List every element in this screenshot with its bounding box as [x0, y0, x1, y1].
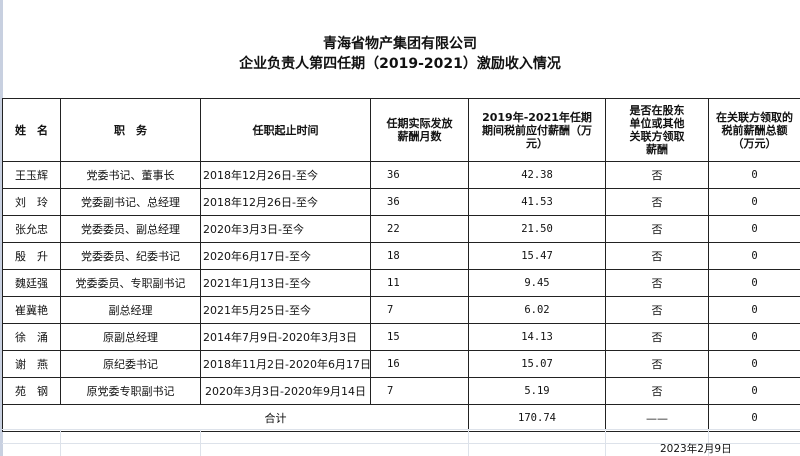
- cell-related: 否: [605, 377, 709, 405]
- gridline: [200, 429, 201, 456]
- cell-position: 党委委员、专职副书记: [60, 269, 201, 297]
- cell-related: 否: [605, 215, 709, 243]
- cell-name: 徐 涌: [2, 323, 61, 351]
- cell-related-amount: 0: [708, 161, 800, 189]
- cell-related-amount: 0: [708, 188, 800, 216]
- cell-pay: 42.38: [468, 161, 606, 189]
- footer-date: 2023年2月9日: [660, 443, 732, 455]
- table-row: 崔冀艳 副总经理 2021年5月25日-至今 7 6.02 否 0: [2, 296, 800, 324]
- cell-term: 2021年1月13日-至今: [200, 269, 371, 297]
- report-title: 企业负责人第四任期（2019-2021）激励收入情况: [239, 56, 561, 72]
- total-label: 合计: [2, 404, 469, 432]
- cell-position: 原纪委书记: [60, 350, 201, 378]
- cell-related: 否: [605, 269, 709, 297]
- cell-related-amount: 0: [708, 350, 800, 378]
- cell-months: 36: [370, 188, 469, 216]
- gridline: [60, 429, 61, 456]
- cell-name: 张允忠: [2, 215, 61, 243]
- table-row: 魏廷强 党委委员、专职副书记 2021年1月13日-至今 11 9.45 否 0: [2, 269, 800, 297]
- cell-term: 2014年7月9日-2020年3月3日: [200, 323, 371, 351]
- total-related: ——: [605, 404, 709, 432]
- cell-related-amount: 0: [708, 242, 800, 270]
- cell-position: 原副总经理: [60, 323, 201, 351]
- company-title: 青海省物产集团有限公司: [323, 36, 477, 52]
- cell-pay: 15.47: [468, 242, 606, 270]
- cell-name: 苑 钢: [2, 377, 61, 405]
- sheet-left-edge: [0, 0, 3, 456]
- cell-pay: 41.53: [468, 188, 606, 216]
- cell-term: 2018年11月2日-2020年6月17日: [200, 350, 371, 378]
- cell-name: 崔冀艳: [2, 296, 61, 324]
- cell-name: 谢 燕: [2, 350, 61, 378]
- cell-pay: 15.07: [468, 350, 606, 378]
- cell-term: 2020年3月3日-2020年9月14日: [200, 377, 371, 405]
- cell-related-amount: 0: [708, 377, 800, 405]
- cell-related: 否: [605, 161, 709, 189]
- total-pay: 170.74: [468, 404, 606, 432]
- header-months: 任期实际发放薪酬月数: [370, 98, 469, 162]
- total-related-amount: 0: [708, 404, 800, 432]
- cell-position: 党委副书记、总经理: [60, 188, 201, 216]
- cell-position: 原党委专职副书记: [60, 377, 201, 405]
- cell-position: 党委书记、董事长: [60, 161, 201, 189]
- cell-term: 2018年12月26日-至今: [200, 188, 371, 216]
- cell-months: 18: [370, 242, 469, 270]
- cell-months: 11: [370, 269, 469, 297]
- gridline: [708, 429, 709, 456]
- cell-months: 22: [370, 215, 469, 243]
- cell-name: 王玉辉: [2, 161, 61, 189]
- cell-months: 36: [370, 161, 469, 189]
- cell-position: 党委委员、纪委书记: [60, 242, 201, 270]
- header-row: 姓 名 职 务 任职起止时间 任期实际发放薪酬月数 2019年-2021年任期期…: [2, 98, 800, 162]
- cell-pay: 9.45: [468, 269, 606, 297]
- header-related: 是否在股东单位或其他关联方领取薪酬: [605, 98, 709, 162]
- cell-term: 2020年3月3日-至今: [200, 215, 371, 243]
- cell-position: 副总经理: [60, 296, 201, 324]
- cell-name: 刘 玲: [2, 188, 61, 216]
- cell-related: 否: [605, 323, 709, 351]
- cell-position: 党委委员、副总经理: [60, 215, 201, 243]
- cell-name: 殷 升: [2, 242, 61, 270]
- cell-related: 否: [605, 350, 709, 378]
- cell-related-amount: 0: [708, 215, 800, 243]
- header-term: 任职起止时间: [200, 98, 371, 162]
- gridline: [2, 443, 800, 444]
- cell-pay: 6.02: [468, 296, 606, 324]
- cell-related-amount: 0: [708, 296, 800, 324]
- total-row: 合计 170.74 —— 0: [2, 404, 800, 432]
- cell-months: 7: [370, 296, 469, 324]
- cell-term: 2018年12月26日-至今: [200, 161, 371, 189]
- income-table: 姓 名 职 务 任职起止时间 任期实际发放薪酬月数 2019年-2021年任期期…: [2, 98, 800, 432]
- cell-months: 7: [370, 377, 469, 405]
- table-row: 徐 涌原副总经理 2014年7月9日-2020年3月3日 15 14.13 否 0: [2, 323, 800, 351]
- table-row: 刘 玲党委副书记、总经理 2018年12月26日-至今 36 41.53 否 0: [2, 188, 800, 216]
- cell-name: 魏廷强: [2, 269, 61, 297]
- cell-term: 2020年6月17日-至今: [200, 242, 371, 270]
- cell-related: 否: [605, 242, 709, 270]
- cell-related-amount: 0: [708, 269, 800, 297]
- header-related-amount: 在关联方领取的税前薪酬总额（万元）: [708, 98, 800, 162]
- table-row: 谢 燕原纪委书记 2018年11月2日-2020年6月17日 16 15.07 否 0: [2, 350, 800, 378]
- header-name: 姓 名: [2, 98, 61, 162]
- gridline: [2, 429, 800, 430]
- cell-related: 否: [605, 296, 709, 324]
- gridline: [605, 429, 606, 456]
- cell-related-amount: 0: [708, 323, 800, 351]
- header-position: 职 务: [60, 98, 201, 162]
- table-row: 苑 钢原党委专职副书记 2020年3月3日-2020年9月14日 7 5.19 否 0: [2, 377, 800, 405]
- cell-months: 16: [370, 350, 469, 378]
- cell-pay: 14.13: [468, 323, 606, 351]
- cell-months: 15: [370, 323, 469, 351]
- cell-term: 2021年5月25日-至今: [200, 296, 371, 324]
- table-row: 王玉辉 党委书记、董事长 2018年12月26日-至今 36 42.38 否 0: [2, 161, 800, 189]
- header-pay: 2019年-2021年任期期间税前应付薪酬（万元）: [468, 98, 606, 162]
- table-row: 殷 升党委委员、纪委书记 2020年6月17日-至今 18 15.47 否 0: [2, 242, 800, 270]
- cell-pay: 21.50: [468, 215, 606, 243]
- gridline: [468, 429, 469, 456]
- cell-related: 否: [605, 188, 709, 216]
- table-row: 张允忠 党委委员、副总经理 2020年3月3日-至今 22 21.50 否 0: [2, 215, 800, 243]
- cell-pay: 5.19: [468, 377, 606, 405]
